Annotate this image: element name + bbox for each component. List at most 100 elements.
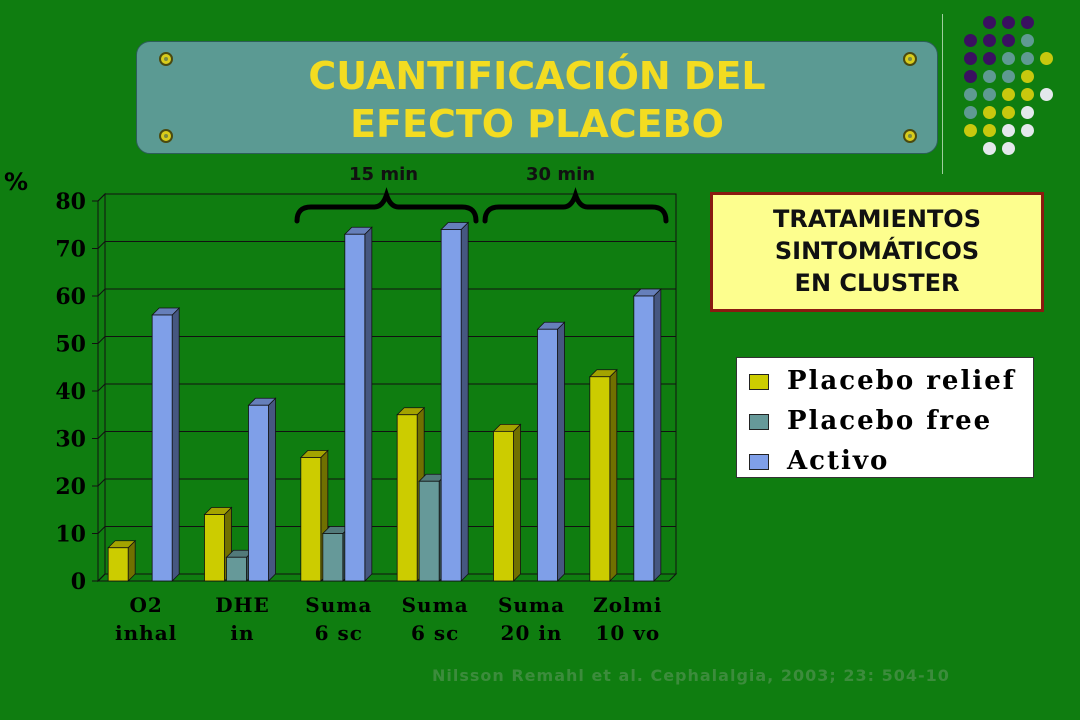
- bar: [300, 457, 322, 582]
- bar-side: [609, 368, 618, 582]
- gridline: [97, 431, 106, 439]
- bar: [226, 556, 247, 582]
- legend-label: Activo: [787, 446, 890, 476]
- decorative-dot: [983, 88, 996, 101]
- decorative-dot: [1040, 88, 1053, 101]
- x-category-label: Suma: [402, 593, 469, 617]
- decorative-dot: [964, 88, 977, 101]
- x-category-label: 6 sc: [315, 621, 363, 645]
- legend-swatch: [749, 454, 769, 470]
- decorative-dot: [1021, 106, 1034, 119]
- decorative-dot: [964, 52, 977, 65]
- x-category-label: Suma: [305, 593, 372, 617]
- bar-side: [653, 288, 662, 582]
- screw-icon: [903, 129, 917, 143]
- decorative-dot: [983, 70, 996, 83]
- bar-side: [460, 221, 469, 582]
- decorative-dot: [1021, 70, 1034, 83]
- decorative-dot: [983, 106, 996, 119]
- bar: [537, 328, 558, 582]
- bar: [396, 414, 418, 582]
- screw-icon: [159, 129, 173, 143]
- bar: [440, 229, 462, 582]
- title-plaque: CUANTIFICACIÓN DEL EFECTO PLACEBO: [136, 41, 938, 154]
- screw-icon: [159, 52, 173, 66]
- bar: [493, 430, 514, 582]
- y-axis-label: %: [4, 168, 28, 196]
- decorative-dot: [1002, 142, 1015, 155]
- gridline: [97, 526, 106, 534]
- y-tick-label: 10: [55, 522, 86, 548]
- y-tick-label: 30: [55, 427, 86, 453]
- gridline: [97, 478, 106, 487]
- decorative-dot: [964, 70, 977, 83]
- time-brace: [482, 187, 669, 224]
- treatments-line-1: TRATAMIENTOS: [773, 205, 981, 233]
- treatments-line-3: EN CLUSTER: [794, 269, 960, 297]
- x-category-label: Zolmi: [593, 593, 662, 617]
- decorative-dot: [1002, 88, 1015, 101]
- bar: [344, 233, 366, 582]
- gridline: [97, 336, 106, 344]
- decorative-dot: [964, 124, 977, 137]
- bar: [322, 533, 344, 582]
- bar-side: [171, 307, 180, 582]
- citation: Nilsson Remahl et al. Cephalalgia, 2003;…: [432, 666, 950, 685]
- slide-title: CUANTIFICACIÓN DEL EFECTO PLACEBO: [137, 52, 937, 148]
- bar-side: [513, 423, 521, 582]
- decorative-dot: [1021, 34, 1034, 47]
- gridline: [97, 193, 106, 202]
- bar-side: [364, 226, 373, 582]
- bar-side: [268, 397, 276, 582]
- bar: [418, 480, 440, 582]
- x-category-label: inhal: [115, 621, 177, 645]
- decorative-dot: [1021, 16, 1034, 29]
- bar: [107, 547, 129, 582]
- x-category-label: O2: [129, 593, 162, 617]
- legend-swatch: [749, 374, 769, 390]
- chart-legend: Placebo relief Placebo free Activo: [736, 357, 1034, 478]
- screw-icon: [903, 52, 917, 66]
- bar: [248, 404, 269, 582]
- y-tick-label: 40: [55, 379, 86, 405]
- decorative-dot: [964, 34, 977, 47]
- y-tick-label: 20: [55, 474, 86, 500]
- bar: [151, 314, 173, 582]
- bar: [633, 295, 655, 582]
- treatments-line-2: SINTOMÁTICOS: [774, 237, 980, 265]
- x-category-label: 10 vo: [595, 621, 660, 645]
- legend-label: Placebo free: [787, 406, 993, 436]
- decorative-dot: [983, 16, 996, 29]
- gridline: [97, 383, 106, 392]
- decorative-dot: [1021, 52, 1034, 65]
- decorative-dot: [983, 52, 996, 65]
- decorative-dot: [1002, 106, 1015, 119]
- decorative-dot: [1040, 52, 1053, 65]
- y-tick-label: 50: [55, 332, 86, 358]
- decorative-dot: [983, 142, 996, 155]
- y-tick-label: 0: [71, 569, 86, 595]
- gridline: [97, 288, 106, 297]
- x-category-label: DHE: [215, 593, 269, 617]
- title-line-1: CUANTIFICACIÓN DEL: [308, 54, 766, 98]
- plot-floor: [96, 573, 678, 582]
- y-tick-label: 70: [55, 237, 86, 263]
- divider-line: [942, 14, 943, 174]
- title-line-2: EFECTO PLACEBO: [350, 102, 724, 146]
- x-category-label: 20 in: [501, 621, 563, 645]
- x-category-label: Suma: [498, 593, 565, 617]
- legend-swatch: [749, 414, 769, 430]
- x-category-label: in: [230, 621, 254, 645]
- decorative-dot: [1002, 124, 1015, 137]
- y-tick-label: 80: [55, 189, 86, 215]
- gridline: [97, 573, 106, 582]
- decorative-dot: [983, 124, 996, 137]
- bar-side: [557, 321, 565, 582]
- decorative-dot: [1021, 124, 1034, 137]
- decorative-dot: [1002, 34, 1015, 47]
- decorative-dot-grid: [960, 14, 1070, 155]
- decorative-dot: [1002, 52, 1015, 65]
- time-brace: [294, 187, 479, 224]
- decorative-dot: [1002, 70, 1015, 83]
